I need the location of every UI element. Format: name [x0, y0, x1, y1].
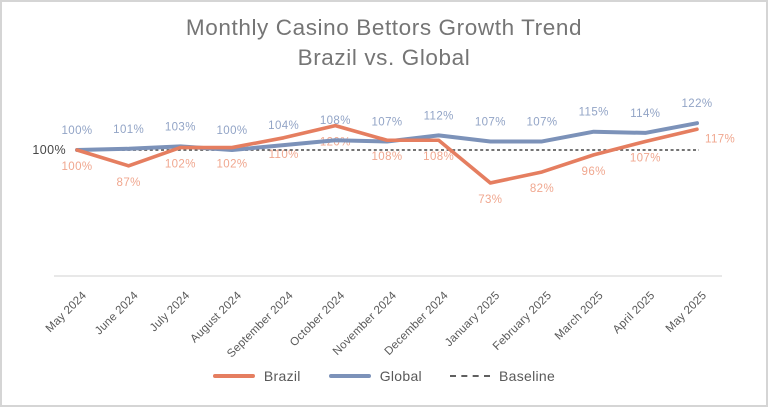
- data-label-brazil: 108%: [371, 151, 402, 163]
- data-label-global: 104%: [268, 120, 299, 132]
- x-axis-label: May 2025: [664, 290, 709, 335]
- x-axis-label: September 2024: [225, 289, 296, 360]
- legend-label-brazil: Brazil: [263, 368, 301, 384]
- data-label-brazil: 107%: [630, 152, 661, 164]
- data-label-brazil: 96%: [582, 166, 606, 178]
- data-label-global: 114%: [630, 108, 660, 120]
- x-axis-label: June 2024: [93, 289, 141, 337]
- baseline-swatch: [449, 375, 490, 377]
- data-label-brazil: 102%: [216, 159, 247, 171]
- data-label-global: 108%: [320, 115, 351, 127]
- legend-item-brazil: Brazil: [212, 368, 301, 384]
- x-axis-label: July 2024: [148, 289, 193, 334]
- data-label-brazil: 73%: [478, 194, 502, 206]
- chart-legend: Brazil Global Baseline: [2, 368, 766, 384]
- data-label-global: 100%: [216, 125, 247, 137]
- x-axis-label: August 2024: [188, 289, 244, 345]
- legend-label-baseline: Baseline: [498, 368, 556, 384]
- legend-item-global: Global: [328, 368, 422, 384]
- data-label-global: 101%: [113, 124, 144, 136]
- chart-title: Monthly Casino Bettors Growth Trend Braz…: [2, 13, 766, 73]
- x-axis-label: November 2024: [331, 289, 399, 357]
- data-label-brazil: 100%: [61, 161, 92, 173]
- data-label-global: 100%: [61, 125, 92, 137]
- x-axis-label: February 2025: [491, 290, 554, 353]
- global-line: [75, 121, 699, 152]
- data-label-brazil: 102%: [165, 159, 196, 171]
- x-axis-label: October 2024: [288, 289, 348, 349]
- x-axis-label: May 2024: [44, 289, 90, 335]
- data-label-brazil: 108%: [423, 151, 454, 163]
- data-label-brazil: 87%: [117, 177, 141, 189]
- data-label-global: 122%: [681, 98, 712, 110]
- data-label-brazil: 117%: [705, 133, 735, 145]
- global-line-swatch: [328, 374, 371, 378]
- x-axis-label: April 2025: [611, 290, 658, 337]
- chart-title-line1: Monthly Casino Bettors Growth Trend: [185, 15, 583, 40]
- data-label-brazil: 82%: [530, 183, 554, 195]
- data-label-global: 107%: [526, 116, 557, 128]
- legend-label-global: Global: [379, 368, 422, 384]
- data-label-global: 115%: [579, 107, 609, 119]
- data-label-global: 112%: [424, 110, 454, 122]
- brazil-line-swatch: [212, 374, 255, 378]
- x-axis-label: March 2025: [553, 290, 606, 343]
- data-label-global: 107%: [475, 116, 506, 128]
- x-axis-label: December 2024: [383, 289, 451, 357]
- x-axis-label: January 2025: [443, 290, 502, 349]
- brazil-line: [75, 123, 699, 185]
- data-label-global: 107%: [371, 116, 402, 128]
- data-label-brazil: 110%: [269, 149, 299, 161]
- y-axis-label: 100%: [32, 143, 66, 157]
- data-label-global: 103%: [165, 121, 196, 133]
- legend-item-baseline: Baseline: [449, 368, 556, 384]
- chart-title-line2: Brazil vs. Global: [297, 45, 471, 70]
- data-label-brazil: 120%: [320, 137, 351, 149]
